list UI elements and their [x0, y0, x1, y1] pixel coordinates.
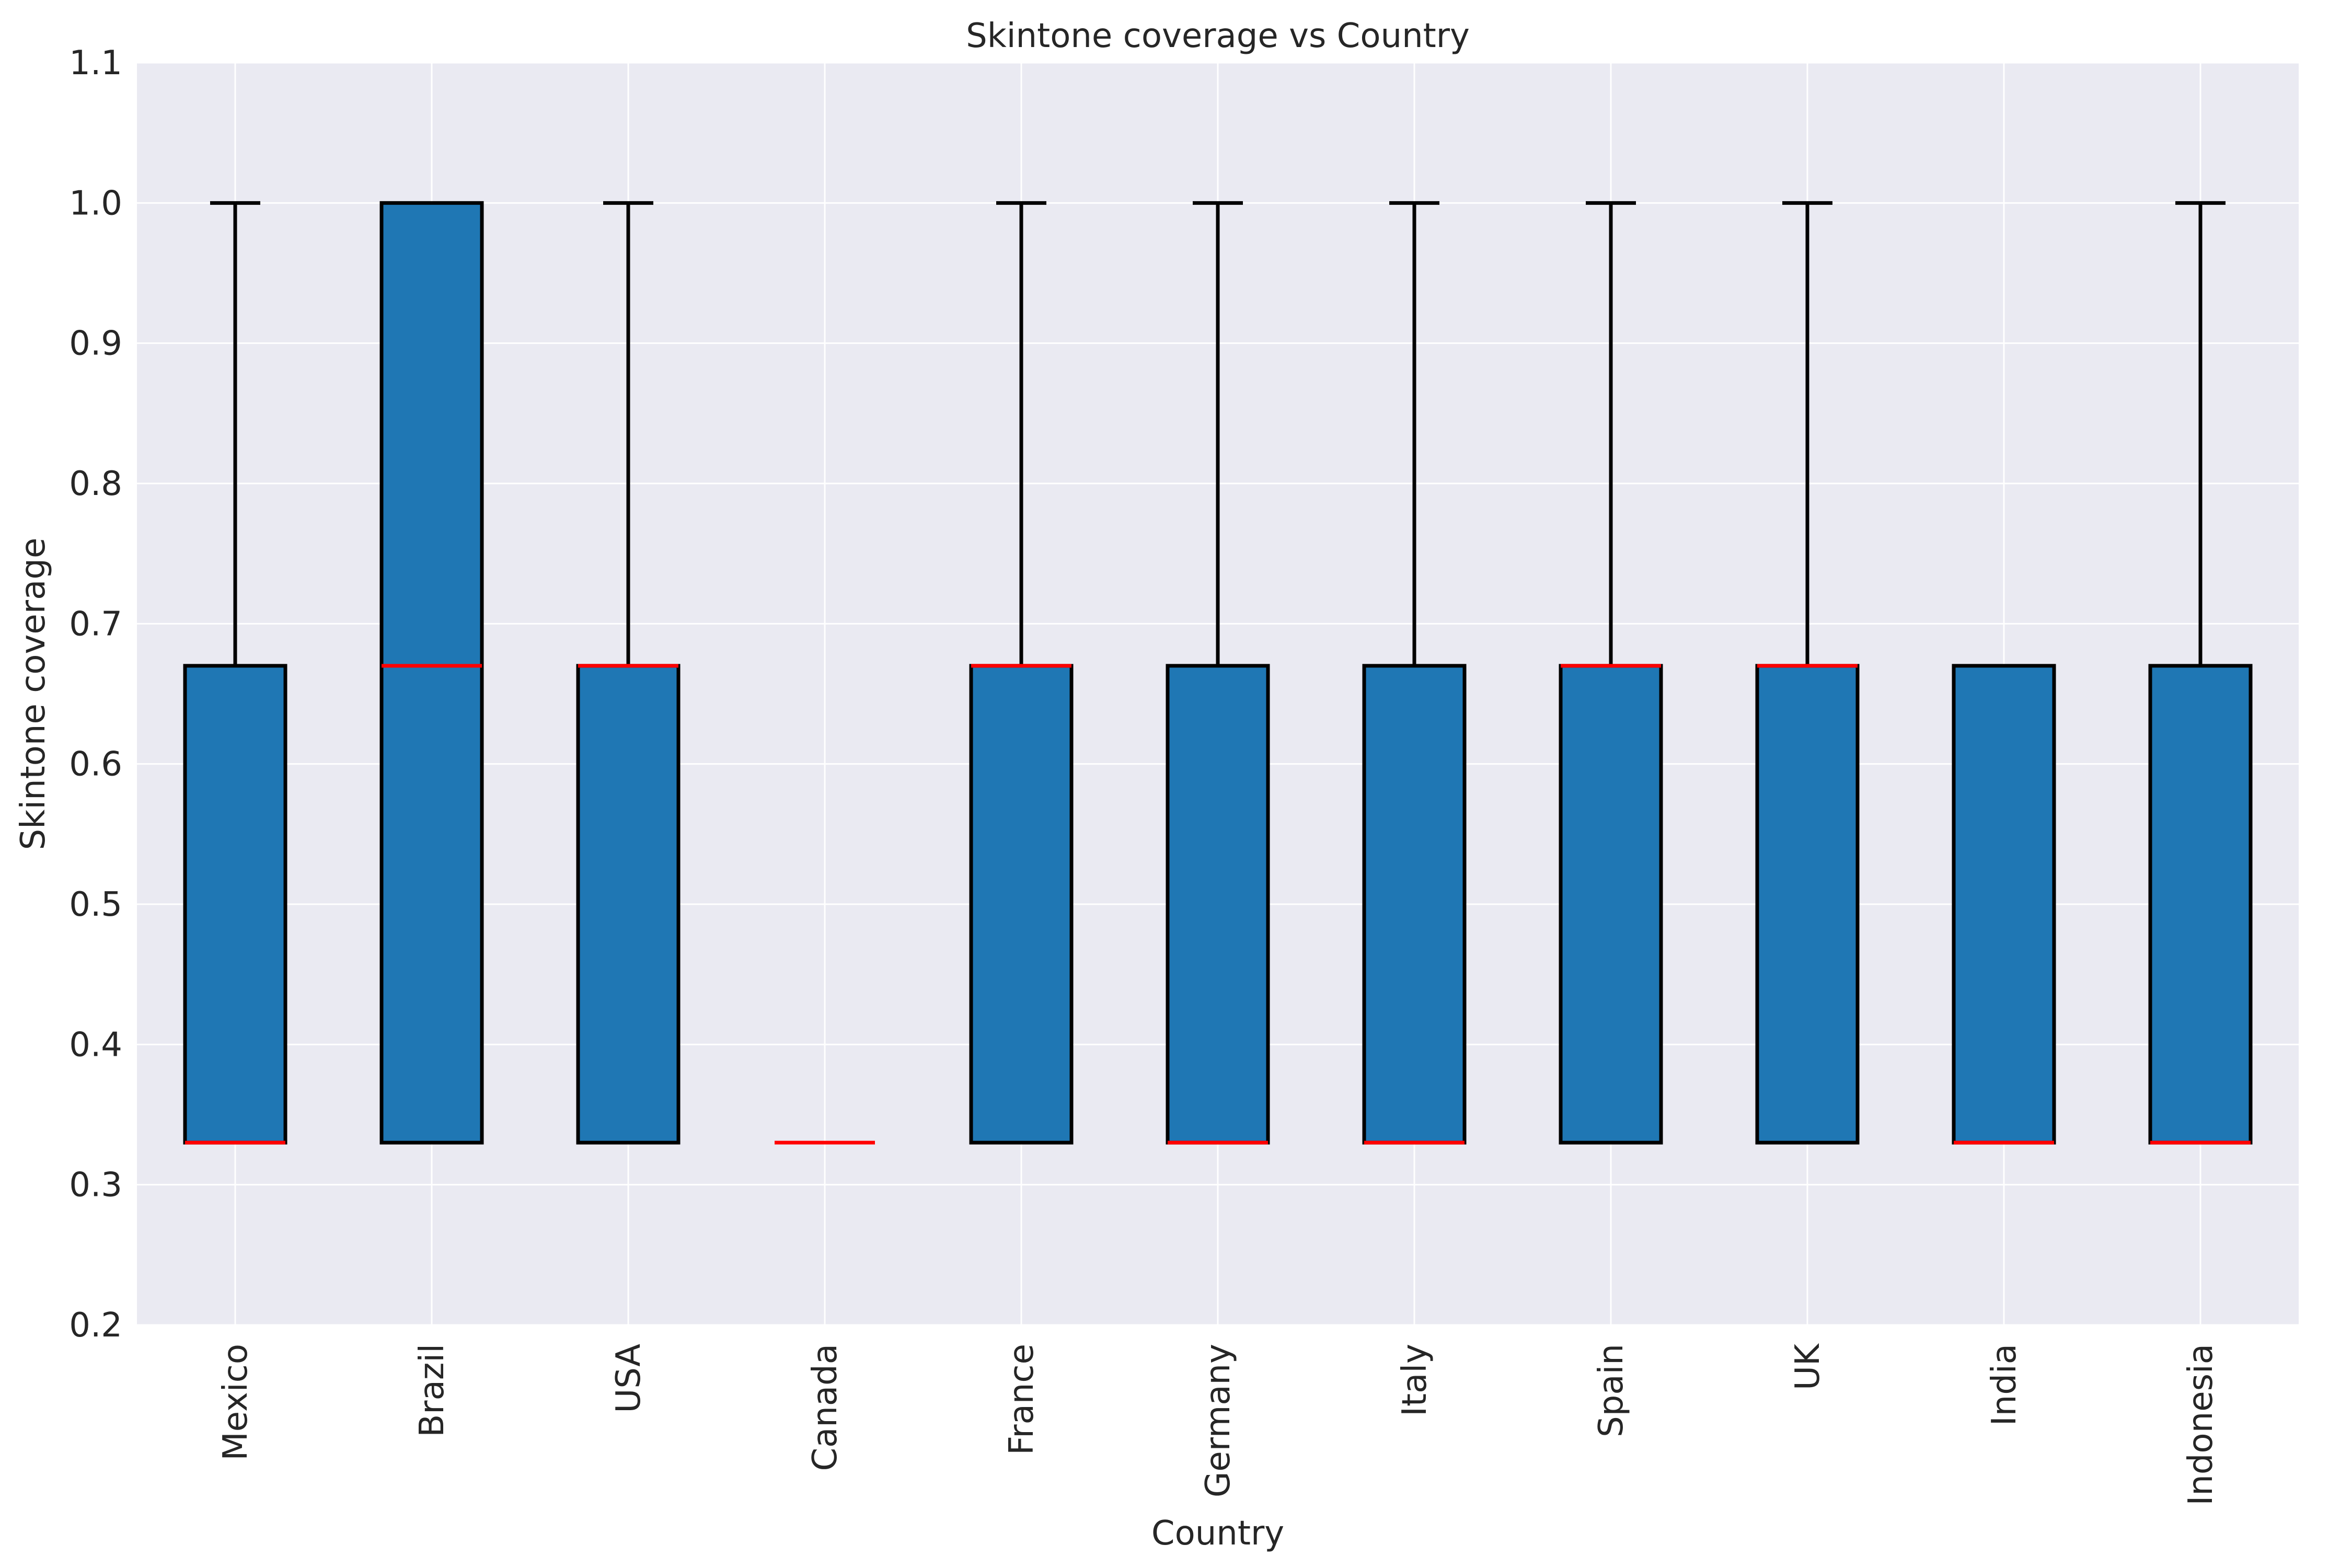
iqr-box: [969, 664, 1074, 1145]
iqr-box: [1952, 664, 2056, 1145]
iqr-box: [1362, 664, 1467, 1145]
x-tick-label: India: [1985, 1344, 2024, 1426]
x-tick-label: USA: [609, 1344, 648, 1413]
x-tick-label: Canada: [806, 1344, 845, 1471]
box-brazil: [379, 201, 484, 1145]
box-indonesia: [2148, 201, 2253, 1145]
iqr-box: [379, 201, 484, 1145]
y-tick-label: 1.1: [69, 44, 122, 83]
iqr-box: [183, 664, 287, 1145]
box-india: [1952, 664, 2056, 1145]
box-italy: [1362, 201, 1467, 1145]
y-tick-label: 1.0: [69, 184, 122, 223]
y-axis-label: Skintone coverage: [14, 538, 53, 850]
boxes: [183, 201, 2253, 1145]
y-tick-label: 0.2: [69, 1306, 122, 1345]
y-tick-label: 0.4: [69, 1025, 122, 1064]
y-tick-label: 0.3: [69, 1166, 122, 1205]
x-tick-label: Brazil: [413, 1344, 452, 1437]
iqr-box: [2148, 664, 2253, 1145]
iqr-box: [1559, 664, 1663, 1145]
x-tick-label: Indonesia: [2182, 1344, 2220, 1506]
box-germany: [1166, 201, 1270, 1145]
iqr-box: [1166, 664, 1270, 1145]
x-tick-label: Italy: [1396, 1344, 1434, 1416]
y-tick-label: 0.5: [69, 885, 122, 924]
x-tick-label: Mexico: [216, 1344, 255, 1460]
x-tick-label: Germany: [1199, 1344, 1238, 1497]
x-tick-label: UK: [1789, 1343, 1827, 1390]
box-france: [969, 201, 1074, 1145]
x-tick-label: Spain: [1592, 1344, 1631, 1437]
y-tick-label: 0.7: [69, 605, 122, 643]
x-tick-label: France: [1002, 1344, 1041, 1455]
y-axis-ticks: 0.2 0.3 0.4 0.5 0.6 0.7 0.8 0.9 1.0 1.1: [69, 44, 122, 1345]
box-usa: [576, 201, 681, 1145]
x-axis-label: Country: [1151, 1514, 1284, 1553]
y-tick-label: 0.6: [69, 745, 122, 784]
box-spain: [1559, 201, 1663, 1145]
iqr-box: [576, 664, 681, 1145]
iqr-box: [1755, 664, 1860, 1145]
chart-title: Skintone coverage vs Country: [966, 17, 1470, 55]
box-uk: [1755, 201, 1860, 1145]
y-tick-label: 0.8: [69, 465, 122, 503]
y-tick-label: 0.9: [69, 325, 122, 363]
box-mexico: [183, 201, 287, 1145]
x-axis-ticks: Mexico Brazil USA Canada France Germany Italy S…: [216, 1343, 2220, 1506]
